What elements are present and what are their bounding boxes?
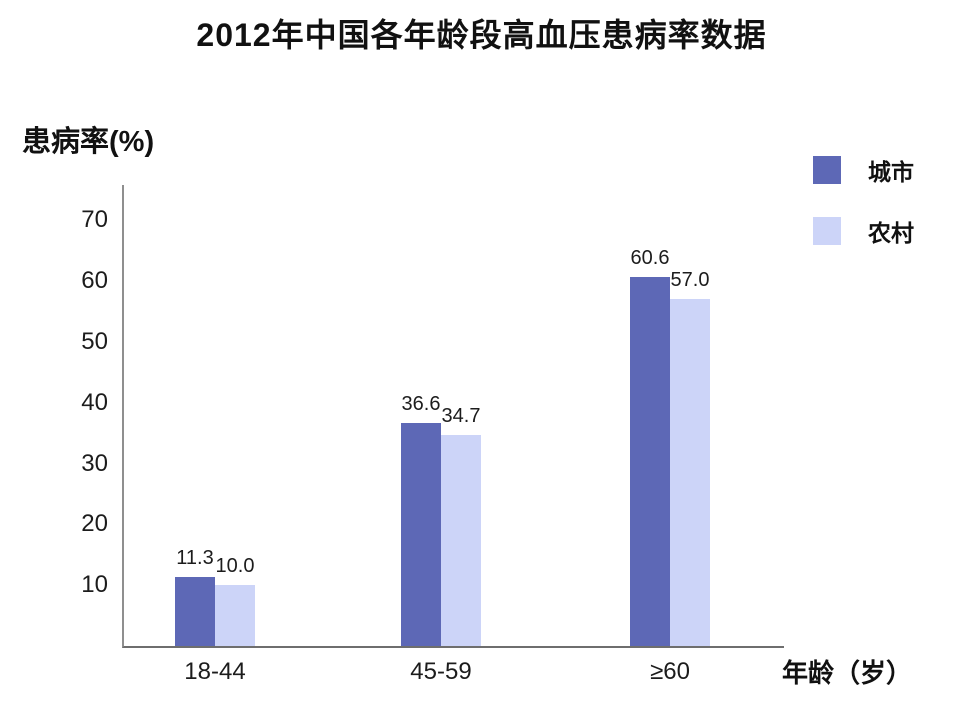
y-tick-label: 40	[81, 388, 108, 416]
chart-title: 2012年中国各年龄段高血压患病率数据	[196, 17, 767, 53]
x-tick-label: 18-44	[184, 658, 246, 685]
legend-item: 农村	[813, 217, 914, 246]
legend: 城市 农村	[813, 156, 914, 278]
y-tick-label: 20	[81, 510, 108, 538]
bar-value-label: 57.0	[670, 269, 710, 292]
bar-value-label: 36.6	[401, 393, 441, 416]
y-axis-title: 患病率(%)	[22, 126, 155, 158]
bar	[215, 585, 255, 646]
legend-swatch	[813, 217, 841, 245]
bar	[630, 277, 670, 646]
legend-item: 城市	[813, 156, 914, 185]
bar	[441, 434, 481, 646]
bar	[670, 299, 710, 646]
y-tick-label: 10	[81, 571, 108, 599]
x-tick-label: 45-59	[410, 658, 472, 685]
x-axis-title: 年龄（岁）	[782, 658, 913, 688]
bar-value-label: 60.6	[630, 247, 670, 270]
bar-value-label: 11.3	[176, 547, 214, 570]
bar	[401, 423, 441, 646]
bar	[175, 577, 215, 646]
plot-area: 10 20 30 40 50 60 70 11.3 10.0 18-44 36.6 34.7 45-59…	[81, 185, 784, 685]
y-tick-label: 50	[81, 327, 108, 355]
y-tick-label: 60	[81, 267, 108, 295]
legend-swatch	[813, 156, 841, 184]
legend-label: 城市	[868, 159, 914, 185]
x-tick-label: ≥60	[650, 658, 690, 685]
bar-value-label: 34.7	[441, 404, 481, 427]
y-tick-label: 70	[81, 206, 108, 234]
bar-value-label: 10.0	[215, 555, 255, 578]
legend-label: 农村	[868, 220, 914, 246]
y-tick-label: 30	[81, 449, 108, 477]
